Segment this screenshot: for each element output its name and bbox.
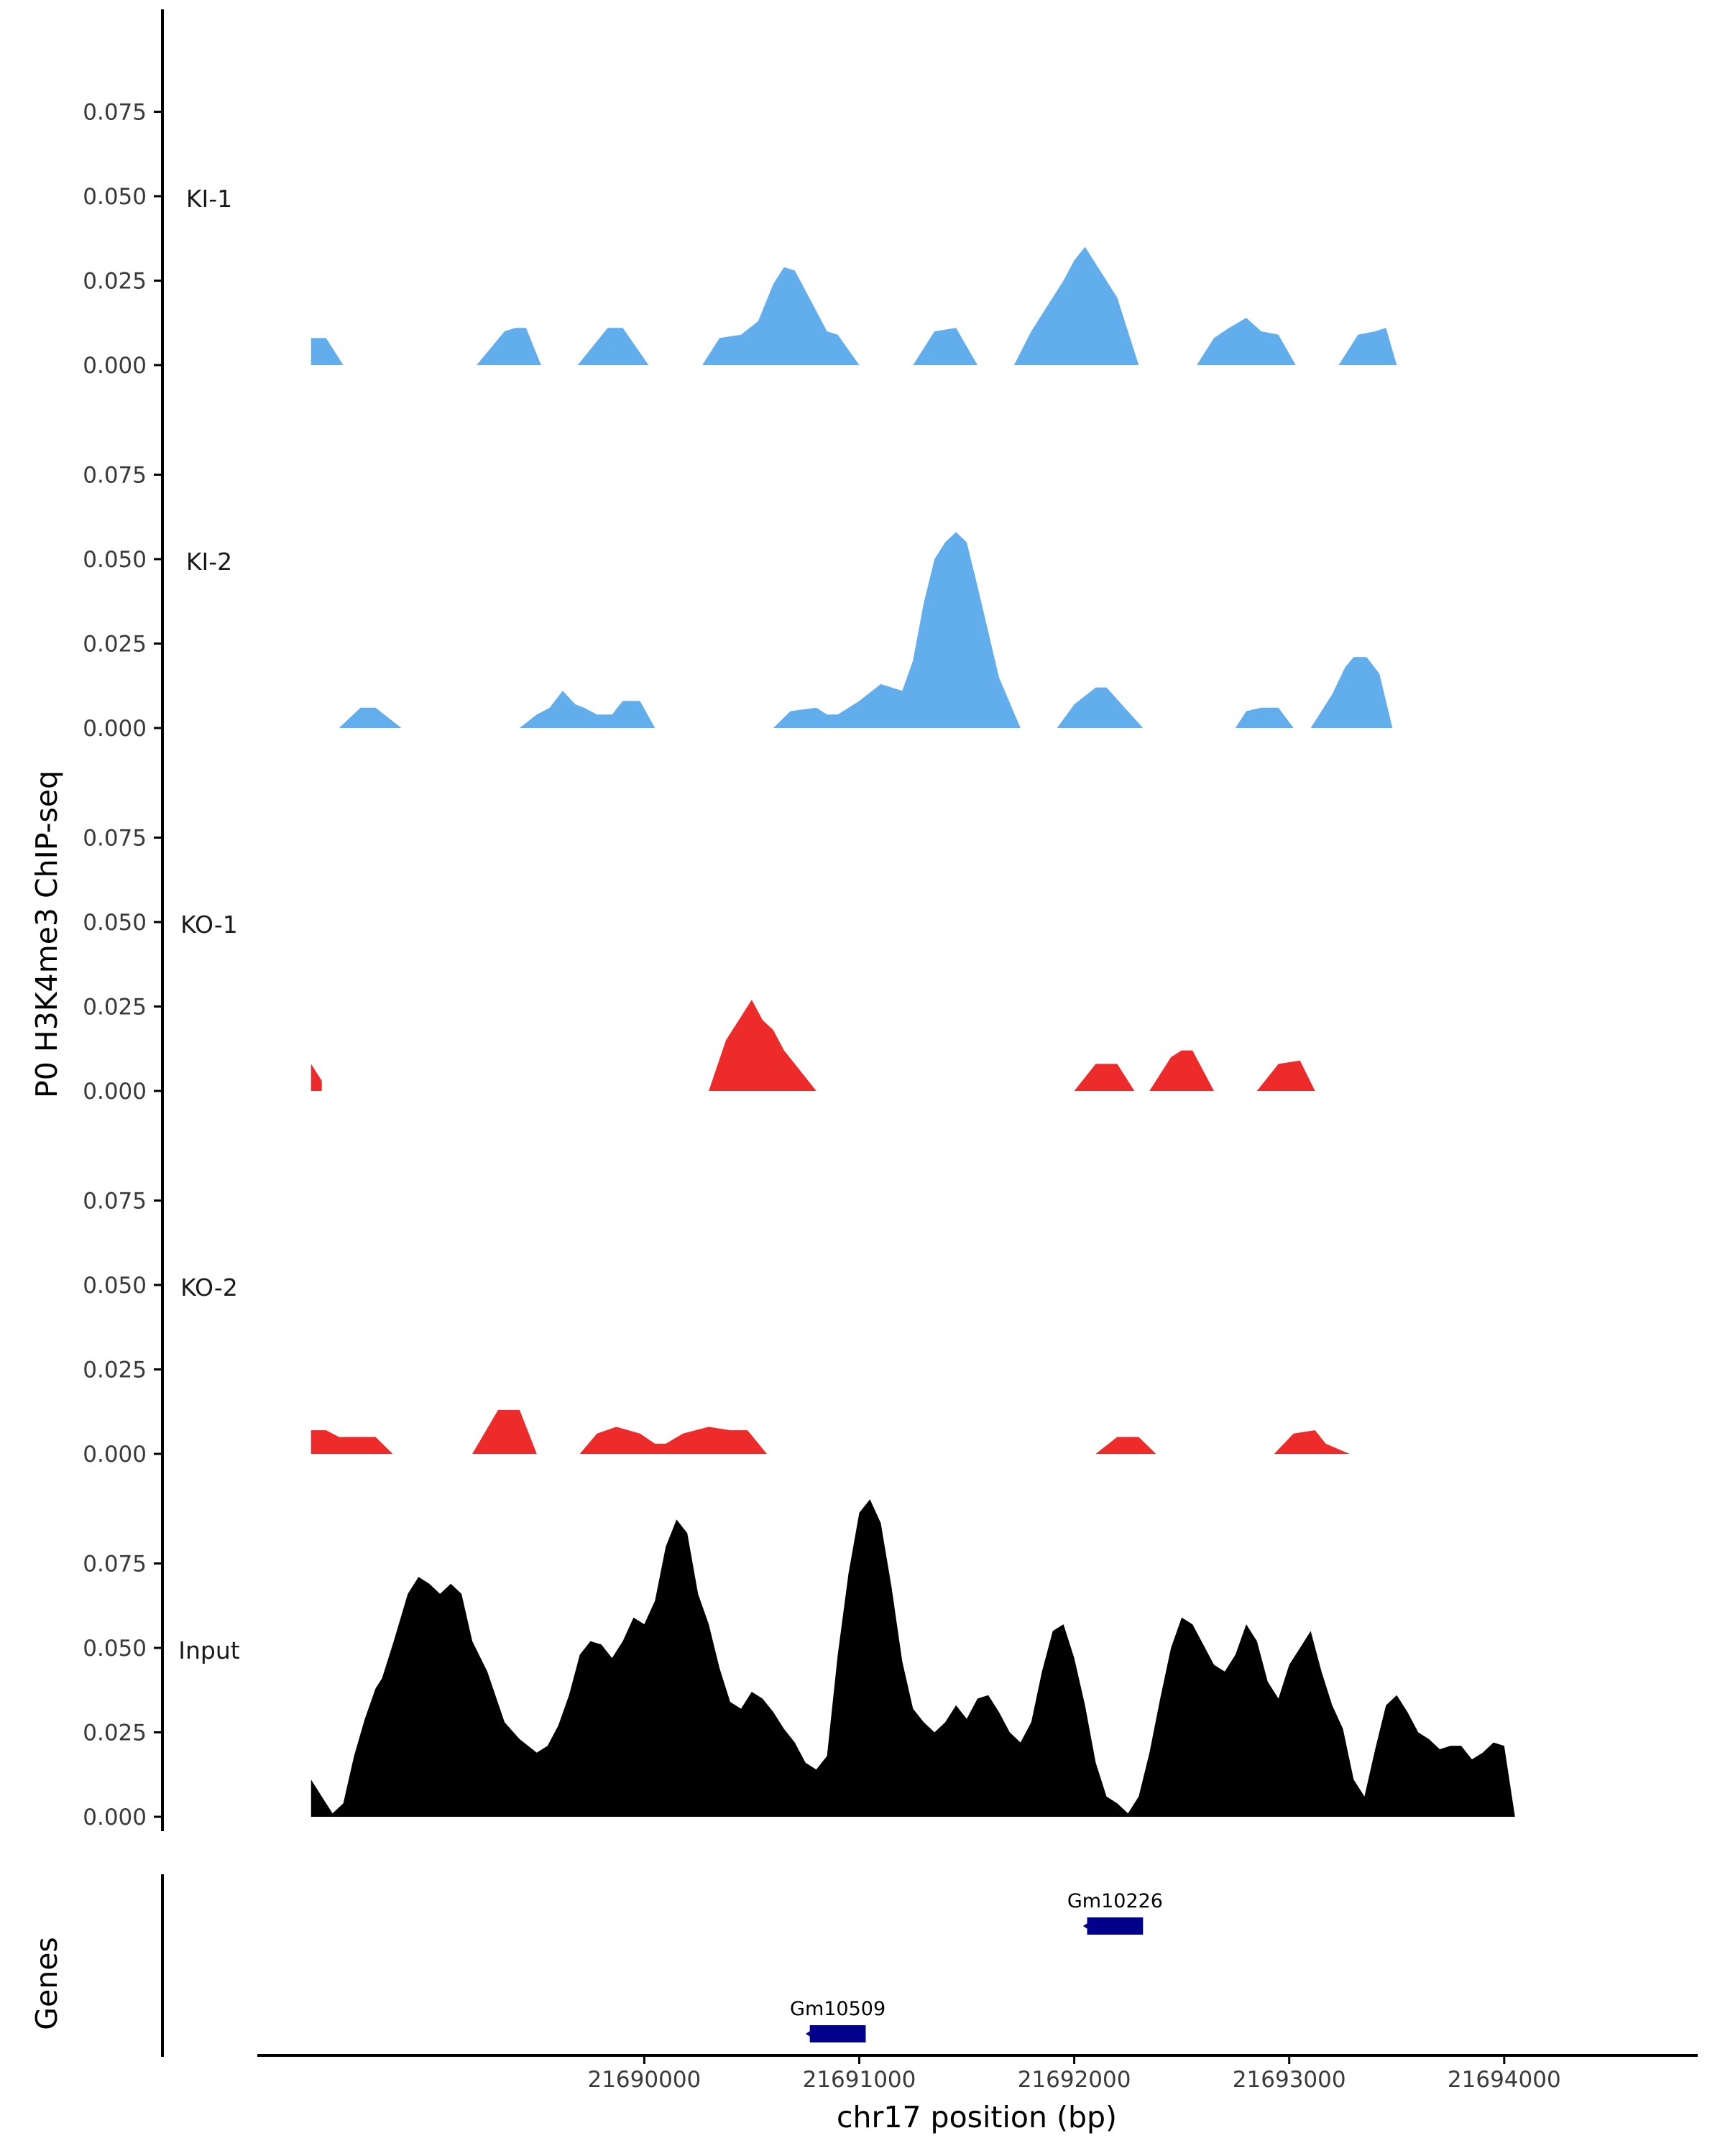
y-tick-label: 0.000: [83, 1442, 147, 1468]
gene-label: Gm10226: [1067, 1890, 1163, 1912]
track-ko-2: 0.000 0.025 0.050 0.075 KO-2: [83, 1098, 1350, 1468]
signal-area-ko-2: [310, 1409, 1350, 1454]
x-tick-label: 21694000: [1448, 2067, 1561, 2093]
track-ki-2: 0.000 0.025 0.050 0.075 KI-2: [83, 372, 1393, 742]
signal-area-ki-2: [339, 532, 1393, 728]
y-tick-label: 0.050: [83, 547, 147, 573]
track-label: KI-2: [186, 548, 232, 576]
y-tick-label: 0.050: [83, 1636, 147, 1662]
y-axis-title: P0 H3K4me3 ChIP-seq: [29, 770, 64, 1098]
x-tick-label: 21691000: [803, 2067, 916, 2093]
y-tick-label: 0.050: [83, 184, 147, 210]
track-label: Input: [178, 1636, 240, 1664]
gene-gm10509: Gm10509: [790, 1998, 886, 2042]
x-tick-label: 21692000: [1018, 2067, 1131, 2093]
y-tick-label: 0.000: [83, 1079, 147, 1105]
x-tick-label: 21693000: [1233, 2067, 1346, 2093]
y-tick-label: 0.050: [83, 1273, 147, 1299]
y-tick-label: 0.025: [83, 269, 147, 295]
strand-arrow-icon: [805, 2025, 821, 2042]
track-label: KO-2: [180, 1273, 238, 1302]
gene-track-title: Genes: [29, 1937, 64, 2030]
y-tick-label: 0.075: [83, 1552, 147, 1577]
y-tick-label: 0.075: [83, 463, 147, 489]
y-tick-label: 0.000: [83, 353, 147, 379]
y-tick-label: 0.000: [83, 716, 147, 742]
x-axis-title: chr17 position (bp): [837, 2100, 1117, 2134]
gene-track: Gm10226 Gm10509: [161, 1874, 1163, 2057]
track-ki-1: 0.000 0.025 0.050 0.075 KI-1: [83, 9, 1397, 379]
x-tick-label: 21690000: [587, 2067, 701, 2093]
y-tick-label: 0.025: [83, 1720, 147, 1746]
track-input: 0.000 0.025 0.050 0.075 Input: [83, 1461, 1515, 1831]
y-tick-label: 0.075: [83, 826, 147, 852]
y-tick-label: 0.075: [83, 1189, 147, 1215]
signal-area-input: [310, 1499, 1515, 1817]
y-tick-label: 0.025: [83, 632, 147, 658]
track-label: KO-1: [180, 911, 238, 939]
track-ko-1: 0.000 0.025 0.050 0.075 KO-1: [83, 735, 1333, 1105]
y-tick-label: 0.025: [83, 1358, 147, 1383]
signal-area-ko-1: [310, 1000, 1333, 1091]
track-label: KI-1: [186, 185, 232, 213]
signal-area-ki-1: [310, 247, 1397, 365]
y-tick-label: 0.075: [83, 100, 147, 126]
signal-tracks: 0.0000.0250.0500.075KI-10.0000.0250.0500…: [83, 9, 1515, 1831]
y-tick-label: 0.050: [83, 910, 147, 936]
y-tick-label: 0.025: [83, 995, 147, 1021]
gene-label: Gm10509: [790, 1998, 886, 2020]
gene-gm10226: Gm10226: [1067, 1890, 1163, 1935]
y-tick-label: 0.000: [83, 1805, 147, 1830]
x-axis: 21690000 21691000 21692000 21693000 21694000: [257, 2054, 1698, 2093]
strand-arrow-icon: [1082, 1917, 1098, 1935]
